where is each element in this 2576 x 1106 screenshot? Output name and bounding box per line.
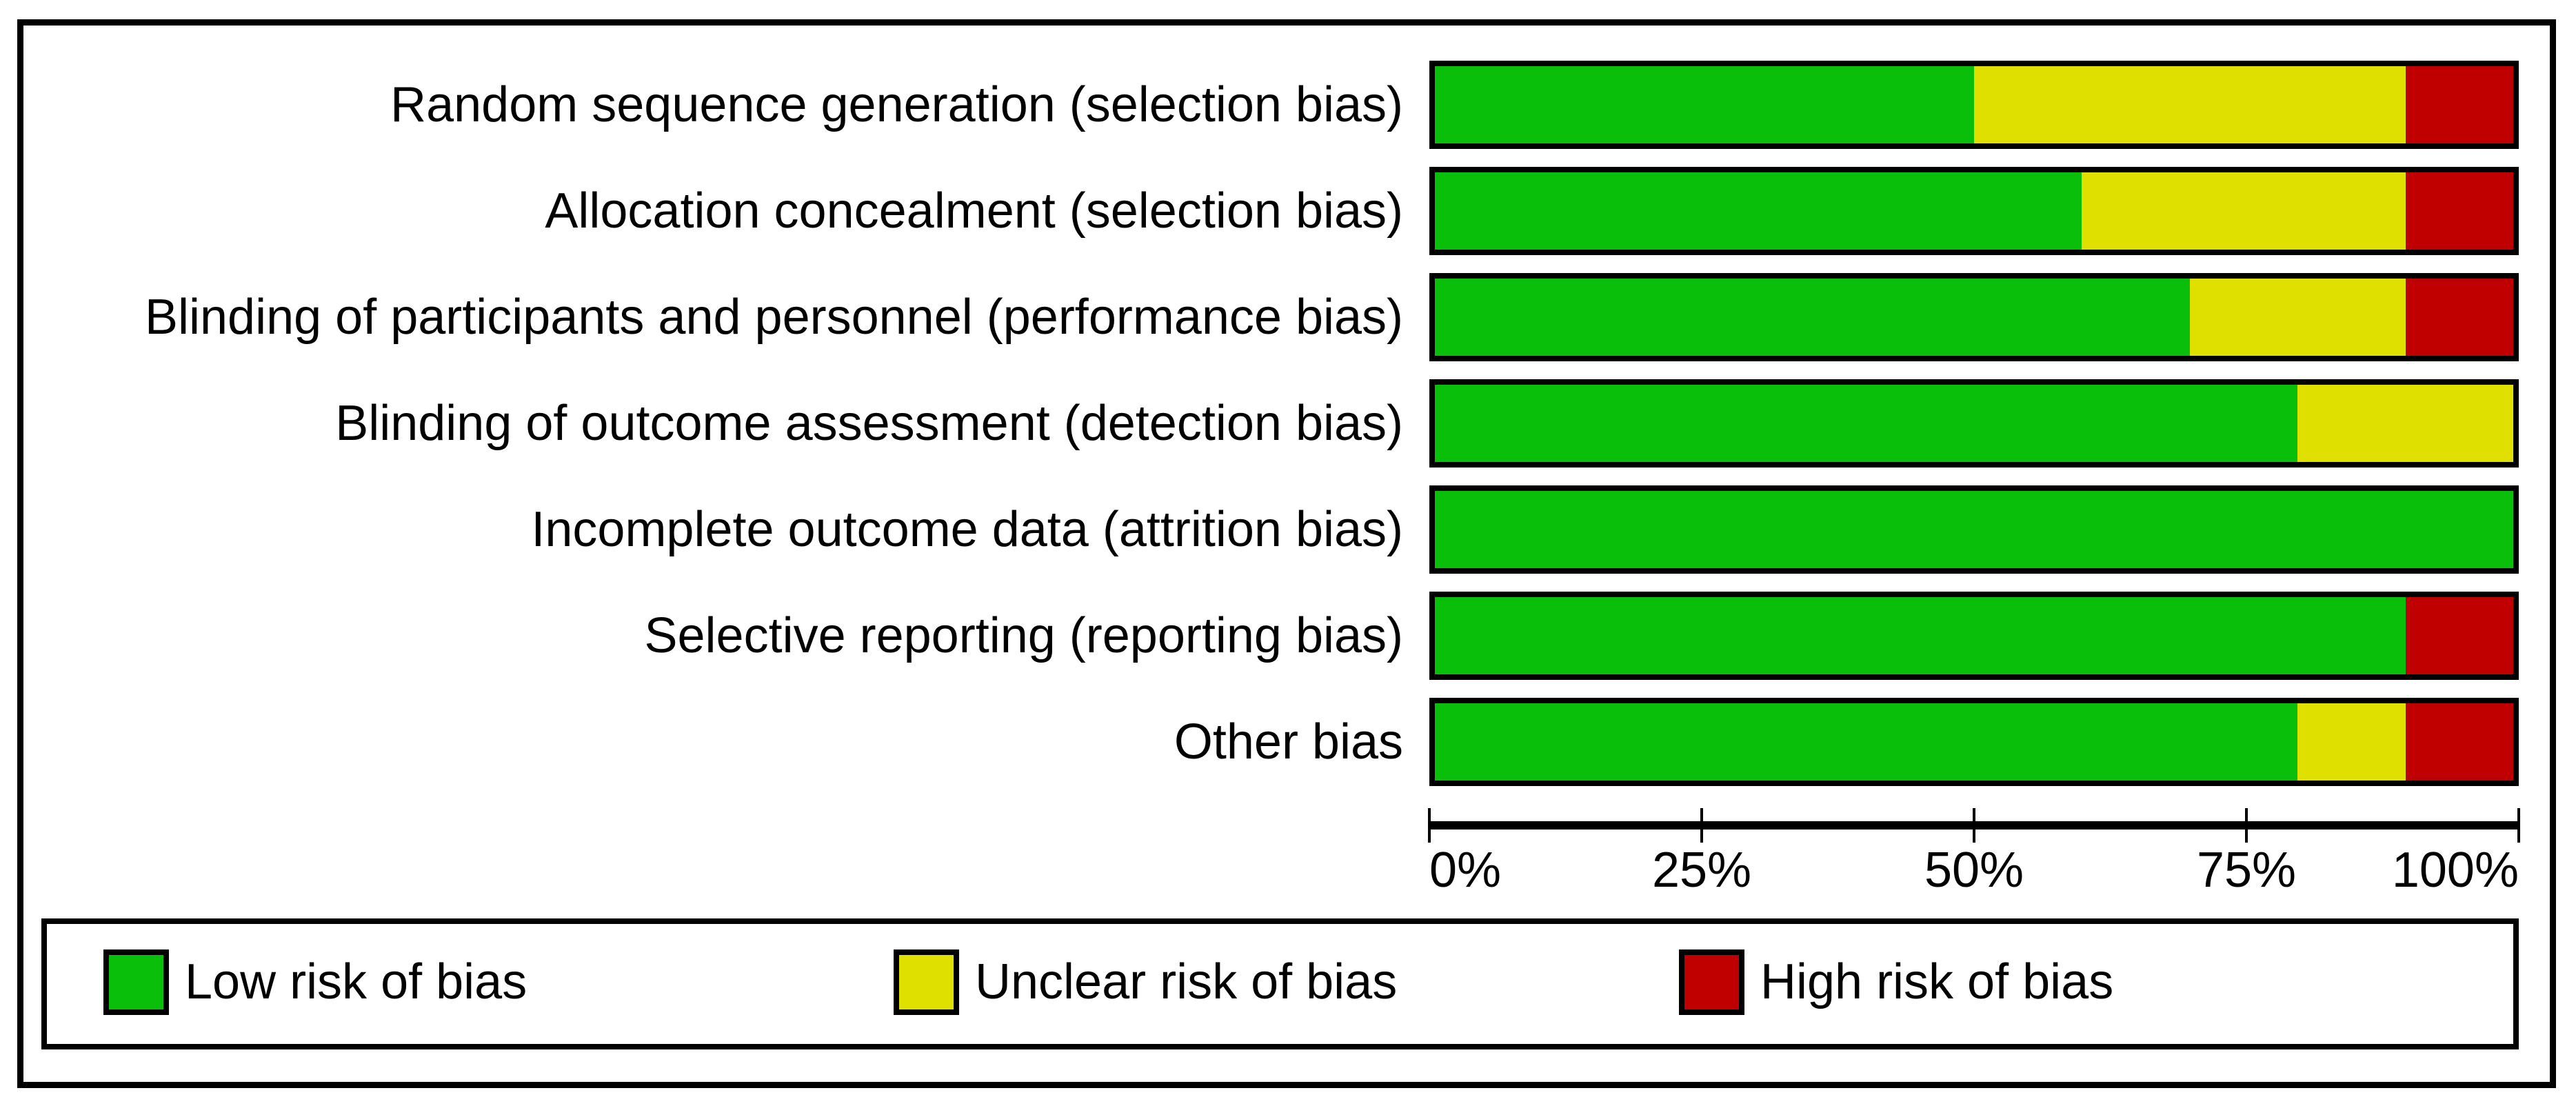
legend-swatch: [894, 949, 959, 1015]
bar-segment: [2405, 66, 2513, 143]
bar-segment: [2405, 279, 2513, 356]
row-label: Other bias: [1174, 714, 1403, 770]
bar-segment: [2082, 172, 2406, 250]
row-label: Selective reporting (reporting bias): [644, 608, 1403, 663]
stacked-bar: [1429, 592, 2519, 680]
legend-swatch: [1679, 949, 1744, 1015]
bar-segment: [2405, 172, 2514, 250]
bar-segment: [1435, 279, 2190, 356]
row-label: Blinding of outcome assessment (detectio…: [335, 396, 1403, 451]
stacked-bar: [1429, 273, 2519, 361]
stacked-bar: [1429, 698, 2519, 786]
x-axis-tick: [1973, 808, 1975, 843]
stacked-bar: [1429, 485, 2519, 574]
row-label: Random sequence generation (selection bi…: [390, 77, 1403, 132]
x-axis-tick: [1428, 808, 1431, 843]
legend-swatch: [103, 949, 169, 1015]
legend-box: [41, 918, 2519, 1049]
x-axis-tick-label: 0%: [1429, 843, 1502, 898]
x-axis-tick-label: 25%: [1651, 843, 1752, 898]
row-label: Blinding of participants and personnel (…: [144, 290, 1403, 345]
legend-label: Low risk of bias: [185, 954, 527, 1009]
bar-segment: [2405, 703, 2514, 781]
legend-label: Unclear risk of bias: [975, 954, 1398, 1009]
x-axis-tick: [2245, 808, 2248, 843]
x-axis-tick: [1700, 808, 1703, 843]
x-axis-tick-label: 100%: [2391, 843, 2519, 898]
x-axis-tick-label: 50%: [1924, 843, 2024, 898]
x-axis-tick: [2517, 808, 2520, 843]
bar-segment: [1435, 172, 2082, 250]
row-label: Allocation concealment (selection bias): [545, 183, 1403, 239]
bar-segment: [2297, 703, 2406, 781]
x-axis-tick-label: 75%: [2196, 843, 2297, 898]
bar-segment: [1435, 66, 1974, 143]
stacked-bar: [1429, 61, 2519, 149]
bar-segment: [1435, 597, 2406, 674]
bar-segment: [1974, 66, 2406, 143]
stacked-bar: [1429, 167, 2519, 255]
bar-segment: [2297, 385, 2513, 462]
bar-segment: [2405, 597, 2513, 674]
bar-segment: [1435, 385, 2298, 462]
bar-segment: [1435, 703, 2298, 781]
stacked-bar: [1429, 379, 2519, 467]
bar-segment: [1435, 491, 2513, 568]
row-label: Incomplete outcome data (attrition bias): [531, 502, 1403, 557]
legend-label: High risk of bias: [1760, 954, 2114, 1009]
bar-segment: [2189, 279, 2406, 356]
